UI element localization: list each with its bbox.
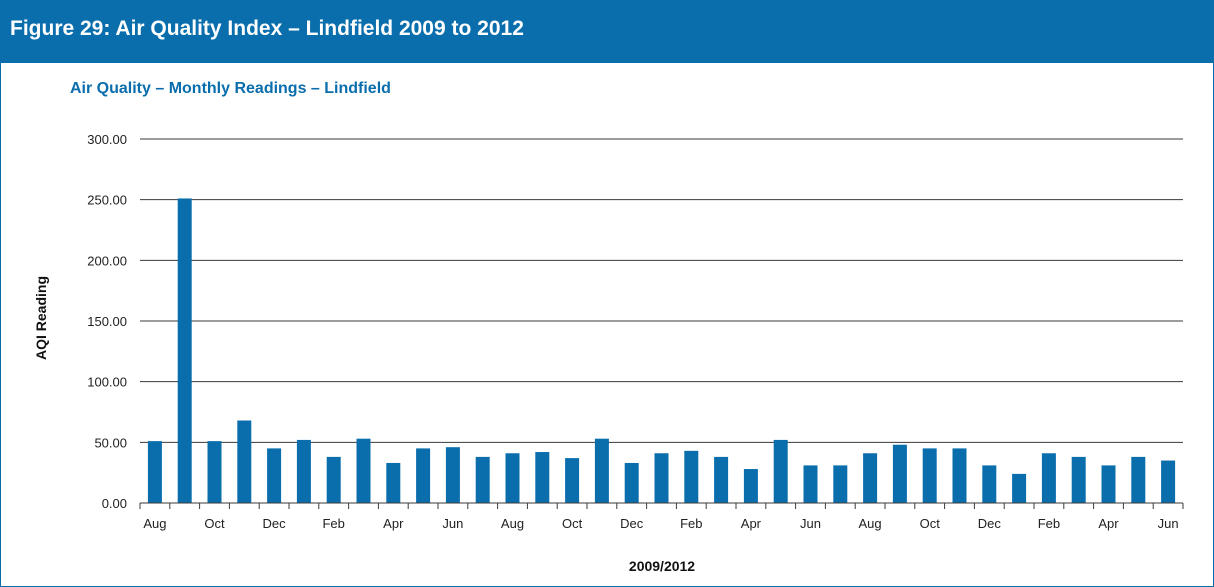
bar: [863, 453, 878, 503]
bar: [743, 469, 758, 503]
bar: [1071, 456, 1086, 503]
bar: [1131, 456, 1146, 503]
figure-title: Figure 29: Air Quality Index – Lindfield…: [10, 17, 524, 40]
x-tick-label: Jun: [800, 516, 821, 531]
bar: [892, 444, 907, 503]
x-tick-label: Dec: [620, 516, 644, 531]
y-tick-label: 250.00: [87, 193, 127, 208]
bar: [237, 420, 252, 503]
bar: [147, 441, 162, 503]
bar: [952, 448, 967, 503]
x-tick-label: Aug: [143, 516, 166, 531]
bar: [505, 453, 520, 503]
x-tick-label: Feb: [680, 516, 702, 531]
bar: [445, 447, 460, 503]
bar: [1101, 465, 1116, 503]
bar: [356, 438, 371, 503]
bar: [594, 438, 609, 503]
x-tick-label: Apr: [383, 516, 404, 531]
bar: [475, 456, 490, 503]
bar: [416, 448, 431, 503]
x-tick-label: Aug: [859, 516, 882, 531]
bar: [535, 452, 550, 503]
x-axis-ticks: Aug Oct Dec Feb Apr Jun Aug Oct Dec Feb Apr Jun Aug O…: [143, 516, 1178, 531]
bar: [296, 439, 311, 503]
bar: [803, 465, 818, 503]
x-tick-label: Apr: [1098, 516, 1119, 531]
bar: [1041, 453, 1056, 503]
bars: [147, 198, 1176, 503]
x-tick-label: Aug: [501, 516, 524, 531]
bar: [714, 456, 729, 503]
x-tick-label: Dec: [978, 516, 1002, 531]
bar: [773, 439, 788, 503]
bar: [624, 462, 639, 503]
y-tick-label: 50.00: [94, 435, 127, 450]
y-tick-label: 0.00: [102, 496, 127, 511]
bar: [386, 462, 401, 503]
x-tick-label: Jun: [442, 516, 463, 531]
chart-title: Air Quality – Monthly Readings – Lindfie…: [70, 80, 391, 97]
x-axis-label: 2009/2012: [629, 558, 695, 574]
x-axis: [139, 502, 1184, 509]
y-tick-label: 200.00: [87, 253, 127, 268]
x-tick-label: Oct: [204, 516, 225, 531]
bar: [207, 441, 222, 503]
y-axis-label: AQI Reading: [33, 276, 49, 360]
bar: [326, 456, 341, 503]
bar: [982, 465, 997, 503]
x-tick-label: Apr: [741, 516, 762, 531]
bar: [177, 198, 192, 503]
x-tick-label: Feb: [1038, 516, 1060, 531]
x-tick-label: Oct: [562, 516, 583, 531]
x-tick-label: Oct: [920, 516, 941, 531]
y-tick-label: 100.00: [87, 375, 127, 390]
x-tick-label: Feb: [322, 516, 344, 531]
y-tick-label: 150.00: [87, 314, 127, 329]
y-tick-label: 300.00: [87, 132, 127, 147]
bar: [833, 465, 848, 503]
bar: [565, 458, 580, 503]
bar: [1012, 473, 1027, 503]
gridlines: [140, 138, 1183, 443]
bar: [654, 453, 669, 503]
bar: [267, 448, 282, 503]
x-tick-label: Jun: [1158, 516, 1179, 531]
bar: [1161, 460, 1176, 503]
figure-header: Figure 29: Air Quality Index – Lindfield…: [1, 1, 1213, 63]
bar: [684, 450, 699, 503]
y-axis-ticks: 0.00 50.00 100.00 150.00 200.00 250.00 300.00: [87, 132, 127, 511]
bar: [922, 448, 937, 503]
x-tick-label: Dec: [263, 516, 287, 531]
